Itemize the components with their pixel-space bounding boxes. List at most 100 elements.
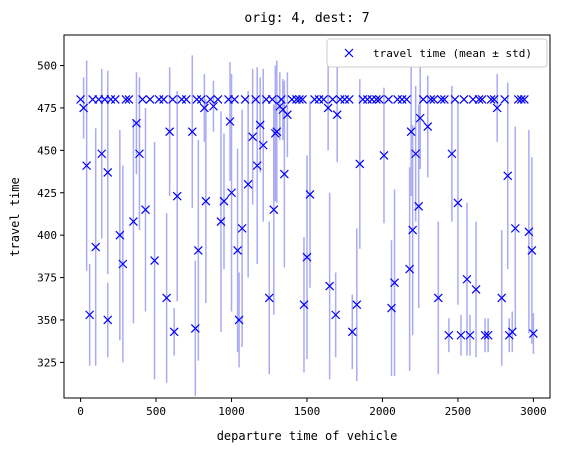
data-point-x-icon [426, 95, 436, 104]
data-point-x-icon [332, 110, 342, 120]
data-point-x-icon [165, 127, 175, 137]
data-point-stroke [85, 310, 95, 320]
data-point-x-icon [129, 217, 138, 227]
data-point-x-icon [97, 149, 107, 159]
data-point-stroke [433, 293, 443, 303]
data-point-stroke [267, 95, 277, 104]
data-point-x-icon [252, 161, 262, 171]
data-point-stroke [230, 95, 239, 104]
data-point-x-icon [201, 196, 211, 206]
data-point-stroke [141, 205, 150, 215]
data-point-x-icon [387, 303, 396, 313]
data-point-x-icon [423, 122, 433, 132]
chart-title: orig: 4, dest: 7 [244, 11, 369, 26]
data-point-x-icon [295, 95, 304, 104]
data-point-x-icon [251, 95, 261, 104]
data-point-stroke [190, 324, 200, 333]
data-point-stroke [135, 149, 144, 159]
data-point-x-icon [138, 95, 147, 104]
data-point-x-icon [233, 246, 242, 255]
data-point-stroke [145, 95, 155, 104]
data-point-x-icon [408, 225, 418, 235]
data-point-x-icon [415, 113, 425, 123]
data-point-stroke [255, 120, 265, 130]
data-point-x-icon [216, 217, 226, 227]
data-point-x-icon [480, 330, 490, 340]
data-point-stroke [272, 127, 282, 137]
data-point-x-icon [344, 95, 354, 104]
data-point-stroke [465, 330, 475, 340]
data-point-x-icon [162, 293, 172, 303]
data-point-stroke [110, 95, 120, 104]
data-point-x-icon [187, 127, 197, 137]
data-point-stroke [408, 225, 418, 235]
data-point-x-icon [267, 95, 277, 104]
data-point-x-icon [103, 315, 113, 325]
data-point-x-icon [486, 95, 496, 104]
data-point-x-icon [500, 95, 510, 104]
data-point-stroke [447, 149, 457, 159]
data-point-x-icon [433, 293, 443, 303]
data-point-x-icon [503, 171, 513, 181]
data-point-stroke [486, 95, 496, 104]
data-point-x-icon [243, 179, 253, 189]
data-point-x-icon [199, 103, 209, 113]
data-point-stroke [264, 293, 274, 303]
data-point-stroke [219, 196, 229, 206]
data-point-x-icon [418, 95, 428, 104]
data-point-stroke [347, 327, 357, 337]
data-point-x-icon [325, 281, 335, 291]
data-point-x-icon [462, 274, 472, 284]
data-point-x-icon [527, 246, 537, 255]
data-point-x-icon [213, 95, 223, 104]
data-point-stroke [181, 95, 191, 104]
data-point-x-icon [489, 95, 499, 104]
data-point-stroke [227, 188, 236, 198]
data-point-x-icon [331, 310, 341, 320]
data-point-x-icon [465, 330, 475, 340]
data-point-stroke [372, 95, 381, 104]
data-point-x-icon [450, 95, 460, 104]
data-point-stroke [103, 167, 113, 177]
data-point-x-icon [159, 95, 169, 104]
data-point-stroke [352, 300, 362, 310]
data-point-stroke [429, 95, 439, 104]
data-point-x-icon [279, 169, 289, 179]
data-point-stroke [489, 95, 499, 104]
legend: travel time (mean ± std) [326, 38, 548, 68]
data-point-stroke [276, 95, 286, 104]
y-tick-label: 400 [37, 229, 57, 242]
data-point-stroke [298, 95, 307, 104]
data-point-x-icon [76, 95, 86, 104]
data-point-x-icon [132, 118, 141, 128]
data-point-stroke [201, 196, 211, 206]
data-point-stroke [344, 95, 354, 104]
data-point-stroke [414, 201, 424, 211]
data-point-x-icon [510, 223, 520, 233]
data-point-stroke [423, 122, 433, 132]
data-point-x-icon [528, 329, 538, 338]
data-point-x-icon [347, 327, 357, 337]
data-point-stroke [225, 117, 235, 126]
data-point-x-icon [110, 95, 120, 104]
data-point-x-icon [169, 327, 179, 337]
data-point-x-icon [82, 161, 92, 171]
data-point-x-icon [237, 223, 247, 233]
data-point-stroke [216, 217, 226, 227]
y-tick-label: 350 [37, 314, 57, 327]
data-point-x-icon [519, 95, 529, 104]
x-axis: 0 500 1000 1500 2000 2500 3000 [77, 398, 547, 418]
data-point-x-icon [456, 330, 466, 340]
data-point-x-icon [302, 252, 312, 262]
data-point-stroke [477, 95, 487, 104]
data-point-stroke [390, 278, 399, 288]
data-point-x-icon [168, 95, 178, 104]
data-point-stroke [165, 127, 175, 137]
data-point-x-icon [272, 127, 282, 137]
data-point-stroke [252, 161, 262, 171]
data-point-stroke [500, 95, 510, 104]
y-axis-label: travel time [8, 177, 22, 256]
data-point-stroke [132, 118, 141, 128]
markers-layer [76, 95, 538, 340]
